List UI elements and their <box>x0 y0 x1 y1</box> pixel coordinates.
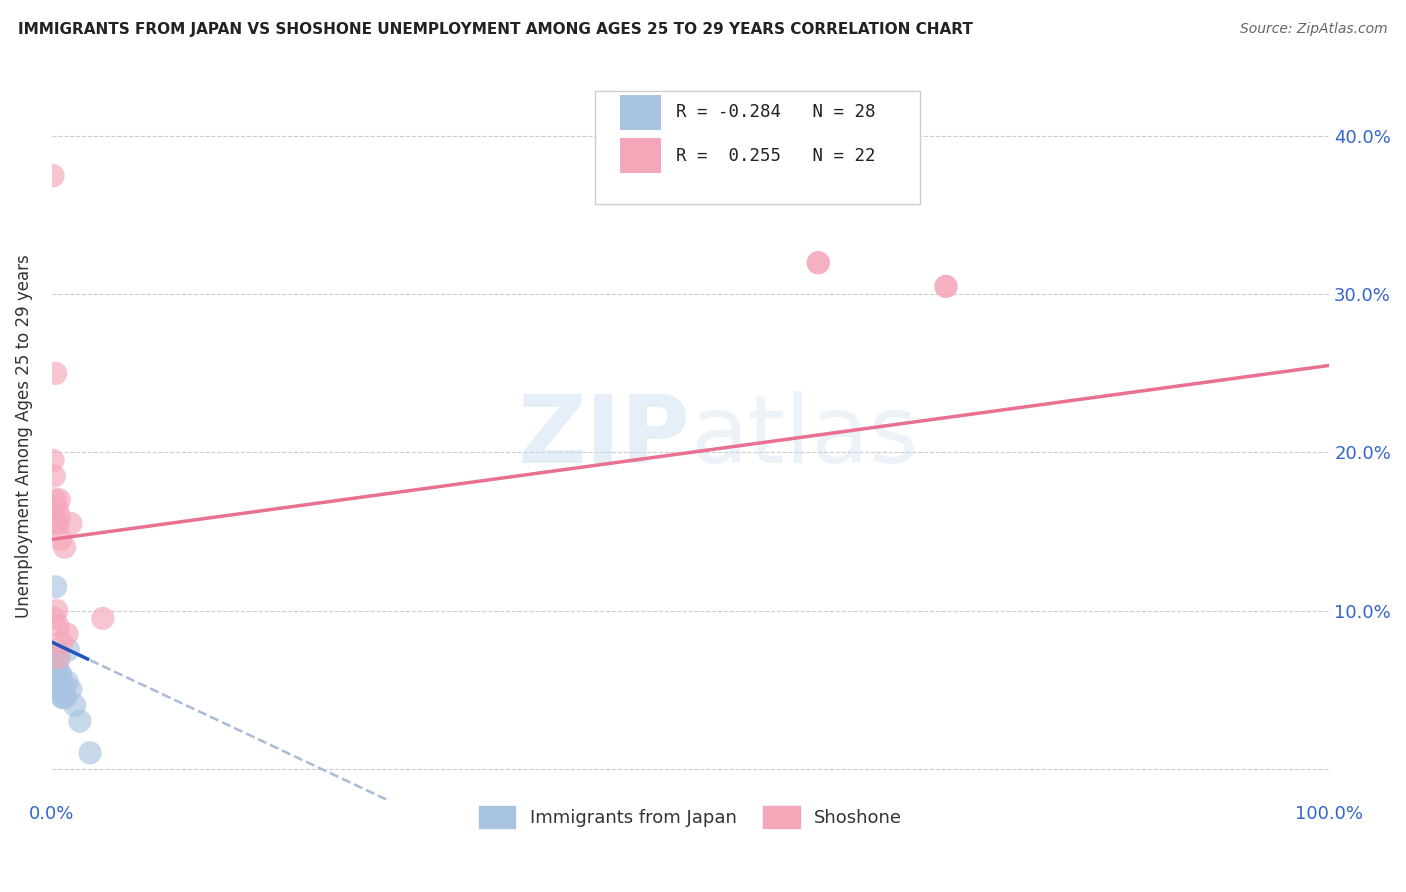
Point <box>56 674 79 689</box>
Point <box>58 643 80 657</box>
Point <box>44 666 66 681</box>
Text: IMMIGRANTS FROM JAPAN VS SHOSHONE UNEMPLOYMENT AMONG AGES 25 TO 29 YEARS CORRELA: IMMIGRANTS FROM JAPAN VS SHOSHONE UNEMPL… <box>18 22 973 37</box>
Point <box>46 651 69 665</box>
Point <box>59 516 82 531</box>
Point <box>44 469 66 483</box>
Point <box>46 619 69 633</box>
Point <box>45 666 67 681</box>
Point <box>46 516 69 531</box>
Point <box>42 508 65 523</box>
Point <box>935 279 957 293</box>
FancyBboxPatch shape <box>620 138 661 173</box>
Point <box>55 690 77 705</box>
Point <box>59 682 82 697</box>
Text: ZIP: ZIP <box>517 391 690 483</box>
Point <box>45 682 67 697</box>
Point <box>49 682 72 697</box>
Point <box>45 500 67 515</box>
Point <box>56 627 79 641</box>
Point <box>45 492 67 507</box>
Point <box>42 658 65 673</box>
Point <box>42 169 65 183</box>
Point <box>45 367 67 381</box>
FancyBboxPatch shape <box>620 95 661 129</box>
Point <box>51 674 73 689</box>
Point <box>63 698 86 713</box>
Point <box>935 279 957 293</box>
Point <box>46 674 69 689</box>
Point <box>49 666 72 681</box>
Text: R =  0.255   N = 22: R = 0.255 N = 22 <box>676 147 876 165</box>
Text: Source: ZipAtlas.com: Source: ZipAtlas.com <box>1240 22 1388 37</box>
Point <box>69 714 91 728</box>
Text: R = -0.284   N = 28: R = -0.284 N = 28 <box>676 103 876 121</box>
Point <box>51 635 73 649</box>
Point <box>49 533 72 547</box>
Point <box>52 690 75 705</box>
Point <box>51 690 73 705</box>
Point <box>48 508 70 523</box>
Point <box>807 256 830 270</box>
Point <box>44 651 66 665</box>
Point <box>45 516 67 531</box>
Point <box>53 682 76 697</box>
Point <box>44 674 66 689</box>
Point <box>91 611 114 625</box>
Legend: Immigrants from Japan, Shoshone: Immigrants from Japan, Shoshone <box>472 798 910 835</box>
Point <box>45 603 67 617</box>
Point <box>48 651 70 665</box>
FancyBboxPatch shape <box>595 91 921 204</box>
Point <box>45 580 67 594</box>
Point <box>42 453 65 467</box>
Point <box>44 611 66 625</box>
Point <box>48 682 70 697</box>
Y-axis label: Unemployment Among Ages 25 to 29 years: Unemployment Among Ages 25 to 29 years <box>15 255 32 618</box>
Point <box>45 643 67 657</box>
Point <box>45 658 67 673</box>
Point <box>42 666 65 681</box>
Point <box>807 256 830 270</box>
Text: atlas: atlas <box>690 391 918 483</box>
Point <box>45 674 67 689</box>
Point <box>48 492 70 507</box>
Point <box>79 746 101 760</box>
Point <box>46 666 69 681</box>
Point <box>53 541 76 555</box>
